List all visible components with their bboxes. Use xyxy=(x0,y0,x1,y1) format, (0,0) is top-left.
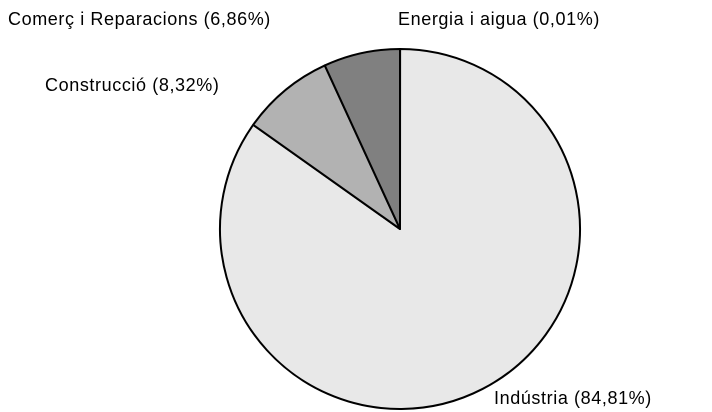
slice-label: Construcció (8,32%) xyxy=(45,75,219,95)
pie-slice xyxy=(252,64,401,230)
slice-label: Indústria (84,81%) xyxy=(494,388,652,408)
slice-label: Comerç i Reparacions (6,86%) xyxy=(8,9,271,29)
slice-label: Energia i aigua (0,01%) xyxy=(398,9,600,29)
pie-slice xyxy=(219,48,581,410)
pie-slice xyxy=(323,48,401,230)
